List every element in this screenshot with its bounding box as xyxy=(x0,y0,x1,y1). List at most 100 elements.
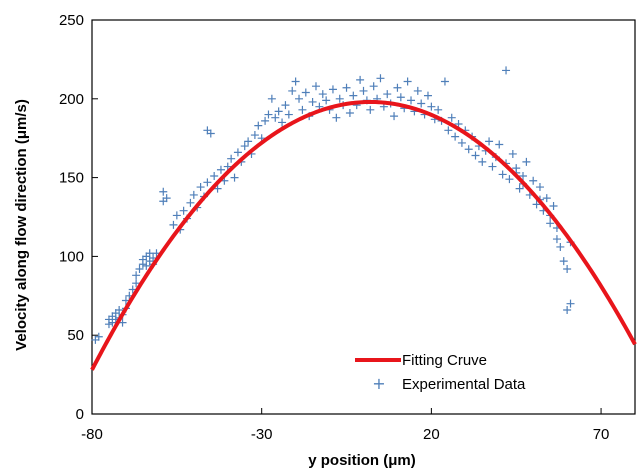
legend-label-data: Experimental Data xyxy=(402,376,526,393)
data-point xyxy=(284,110,293,119)
data-point xyxy=(359,86,368,95)
data-point xyxy=(447,113,456,122)
data-point xyxy=(271,113,280,122)
data-point xyxy=(115,305,124,314)
data-point xyxy=(142,261,151,270)
data-point xyxy=(563,305,572,314)
data-point xyxy=(216,165,225,174)
data-point xyxy=(189,190,198,199)
data-point xyxy=(485,137,494,146)
data-point xyxy=(145,249,154,258)
y-tick-label: 100 xyxy=(59,248,84,265)
data-point xyxy=(223,162,232,171)
data-point xyxy=(417,99,426,108)
data-point xyxy=(451,132,460,141)
fitting-curve-line xyxy=(90,99,637,371)
data-point xyxy=(230,173,239,182)
data-point xyxy=(549,201,558,210)
data-point xyxy=(546,219,555,228)
data-point xyxy=(233,148,242,157)
x-tick-label: -30 xyxy=(251,426,273,443)
legend-marker-data: + xyxy=(372,374,385,393)
data-point xyxy=(322,96,331,105)
data-point xyxy=(519,172,528,181)
data-point xyxy=(535,183,544,192)
y-axis-title: Velocity along flow direction (μm/s) xyxy=(13,99,30,351)
data-point xyxy=(254,121,263,130)
data-point xyxy=(274,107,283,116)
data-point xyxy=(444,126,453,135)
x-axis-title: y position (μm) xyxy=(308,452,416,469)
data-point xyxy=(566,299,575,308)
data-point xyxy=(383,90,392,99)
data-point xyxy=(318,90,327,99)
data-point xyxy=(423,91,432,100)
data-point xyxy=(203,178,212,187)
legend: Fitting Cruve + Experimental Data xyxy=(355,352,526,393)
data-point xyxy=(240,142,249,151)
data-point xyxy=(376,74,385,83)
data-point xyxy=(552,235,561,244)
data-point xyxy=(196,183,205,192)
data-point xyxy=(529,176,538,185)
data-point xyxy=(227,154,236,163)
data-point xyxy=(366,105,375,114)
data-point xyxy=(295,94,304,103)
data-point xyxy=(278,118,287,127)
legend-label-fit: Fitting Cruve xyxy=(402,352,487,369)
data-point xyxy=(407,96,416,105)
data-point xyxy=(508,149,517,158)
data-point xyxy=(169,220,178,229)
data-point xyxy=(132,279,141,288)
data-point xyxy=(505,175,514,184)
data-point xyxy=(542,194,551,203)
plot-frame xyxy=(91,19,636,415)
data-point xyxy=(213,184,222,193)
axis-ticks: -80 -30 20 70 0 50 100 150 200 250 xyxy=(59,12,609,443)
data-point xyxy=(267,94,276,103)
data-point xyxy=(335,94,344,103)
data-point xyxy=(308,97,317,106)
data-point xyxy=(390,112,399,121)
data-point xyxy=(488,162,497,171)
data-point xyxy=(264,110,273,119)
data-point xyxy=(332,113,341,122)
data-point xyxy=(464,145,473,154)
data-point xyxy=(403,77,412,86)
y-tick-label: 50 xyxy=(67,327,84,344)
data-point xyxy=(162,194,171,203)
data-point xyxy=(471,151,480,160)
data-point xyxy=(250,131,259,140)
data-point xyxy=(427,102,436,111)
x-tick-label: 70 xyxy=(593,426,610,443)
data-point xyxy=(495,140,504,149)
data-point xyxy=(478,157,487,166)
data-point xyxy=(396,93,405,102)
data-point xyxy=(345,108,354,117)
data-point xyxy=(556,242,565,251)
data-point xyxy=(186,198,195,207)
data-point xyxy=(288,86,297,95)
data-point xyxy=(413,86,422,95)
data-point xyxy=(349,91,358,100)
data-point xyxy=(440,77,449,86)
data-point xyxy=(206,129,215,138)
data-point xyxy=(311,82,320,91)
x-tick-label: 20 xyxy=(423,426,440,443)
y-tick-label: 150 xyxy=(59,170,84,187)
data-point xyxy=(132,271,141,280)
data-point xyxy=(179,206,188,215)
data-point xyxy=(515,184,524,193)
data-point xyxy=(244,137,253,146)
data-point xyxy=(159,187,168,196)
data-point xyxy=(457,138,466,147)
data-point xyxy=(369,82,378,91)
data-point xyxy=(522,157,531,166)
data-point xyxy=(502,66,511,75)
data-point xyxy=(328,85,337,94)
y-tick-label: 250 xyxy=(59,12,84,29)
data-point xyxy=(356,75,365,84)
data-point xyxy=(498,170,507,179)
data-point xyxy=(94,332,103,341)
